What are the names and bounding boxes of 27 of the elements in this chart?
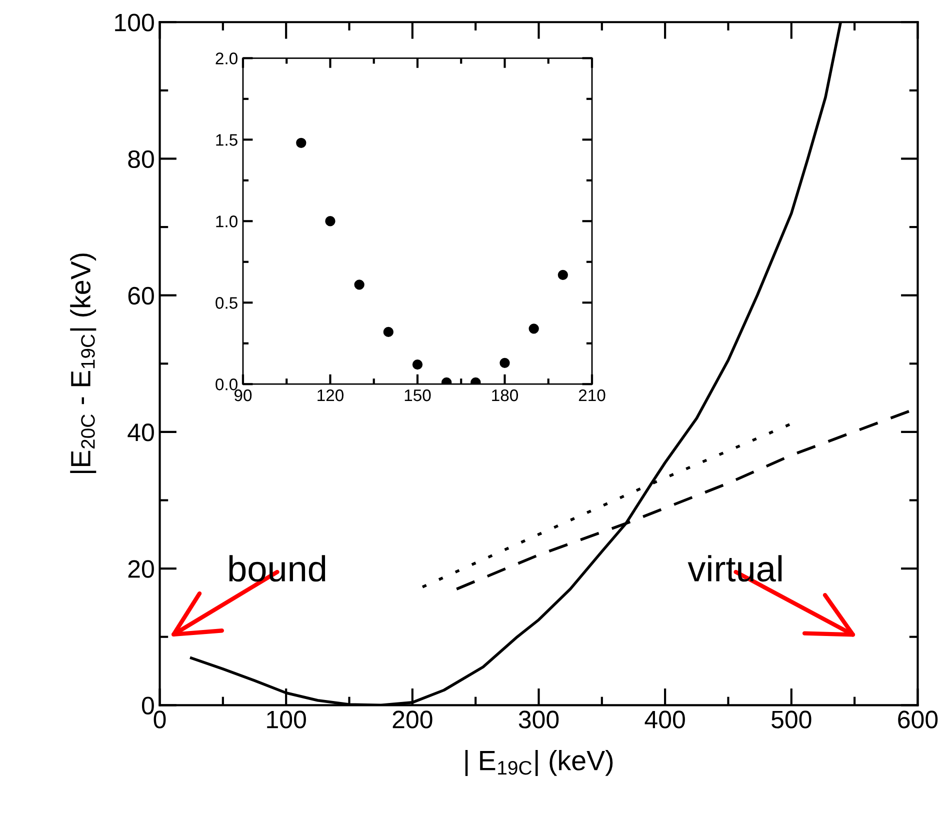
y-tick-label: 0.5 <box>216 297 238 309</box>
y-tick-label: 60 <box>128 286 154 305</box>
annotation: bound <box>229 555 326 582</box>
annotation: virtual <box>688 555 782 582</box>
x-axis-title: | E$_{19C}$| (keV) <box>465 750 613 776</box>
x-tick-label: 400 <box>644 710 685 728</box>
x-tick-label: 500 <box>772 710 812 728</box>
y-axis-title: |E$_{20C}$ - E$_{19C}$| (keV) <box>70 254 96 473</box>
x-tick-label: 120 <box>318 389 344 402</box>
x-tick-label: 0 <box>154 710 166 728</box>
y-tick-label: 0 <box>142 696 154 714</box>
x-tick-label: 210 <box>578 389 606 402</box>
x-tick-label: 90 <box>234 389 252 402</box>
x-tick-label: 100 <box>267 710 306 728</box>
y-tick-label: 80 <box>128 150 154 168</box>
y-tick-label: 0.0 <box>216 378 238 390</box>
y-tick-label: 40 <box>128 424 154 442</box>
y-tick-label: 20 <box>128 560 154 578</box>
y-tick-label: 1.0 <box>216 216 238 228</box>
x-tick-label: 600 <box>898 710 938 728</box>
x-tick-label: 300 <box>518 710 559 728</box>
x-tick-label: 200 <box>392 710 432 728</box>
x-tick-label: 150 <box>404 389 431 402</box>
y-tick-label: 100 <box>115 14 154 32</box>
x-tick-label: 180 <box>492 389 518 402</box>
y-tick-label: 1.5 <box>216 134 238 146</box>
y-tick-label: 2.0 <box>216 52 238 64</box>
